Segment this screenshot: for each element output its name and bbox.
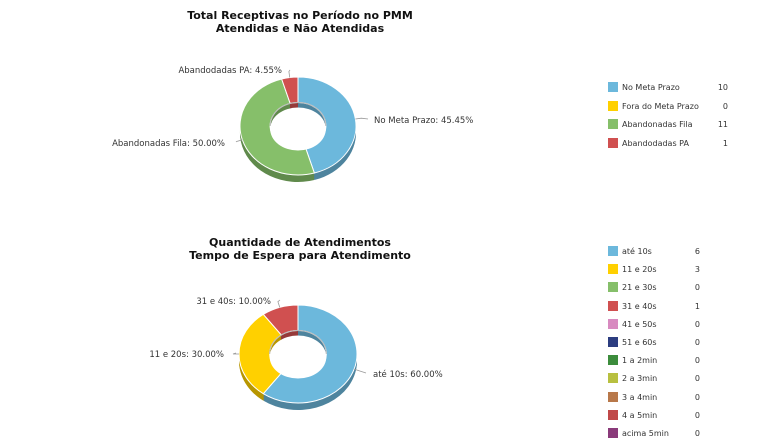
legend-swatch bbox=[608, 409, 618, 420]
legend-label: 1 a 2min bbox=[622, 356, 658, 366]
slice-label: No Meta Prazo: 45.45% bbox=[374, 116, 473, 126]
chart2-title: Quantidade de Atendimentos bbox=[209, 236, 391, 249]
chart1-title: Total Receptivas no Período no PMM bbox=[187, 9, 413, 22]
legend-item[interactable]: 1 a 2min 0 bbox=[608, 355, 728, 367]
chart1-subtitle: Atendidas e Não Atendidas bbox=[215, 22, 385, 35]
legend-value: 6 bbox=[694, 247, 700, 256]
legend-item[interactable]: 2 a 3min 0 bbox=[608, 373, 728, 385]
legend-label: 51 e 60s bbox=[622, 338, 657, 347]
legend-swatch bbox=[608, 318, 618, 329]
legend-swatch bbox=[608, 373, 618, 384]
label-leader-line bbox=[355, 117, 369, 120]
chart2-subtitle: Tempo de Espera para Atendimento bbox=[189, 249, 411, 262]
legend-value: 10 bbox=[717, 83, 728, 92]
legend-item[interactable]: 21 e 30s 0 bbox=[608, 282, 728, 294]
legend-item[interactable]: até 10s 6 bbox=[608, 246, 728, 258]
legend-label: Abandodadas PA bbox=[622, 138, 689, 148]
label-leader-line bbox=[353, 368, 367, 374]
legend-item[interactable]: 11 e 20s 3 bbox=[608, 264, 728, 276]
legend-value: 1 bbox=[722, 138, 728, 148]
legend-item[interactable]: Abandonadas Fila 11 bbox=[608, 119, 728, 131]
legend-label: acima 5min bbox=[622, 429, 669, 438]
legend-item[interactable]: Fora do Meta Prazo 0 bbox=[608, 100, 728, 113]
legend-value: 0 bbox=[694, 429, 700, 438]
legend-label: Abandonadas Fila bbox=[622, 120, 693, 129]
legend-label: Fora do Meta Prazo bbox=[622, 101, 699, 111]
legend-swatch bbox=[608, 100, 618, 111]
legend-value: 0 bbox=[722, 101, 728, 111]
donut-hole bbox=[270, 107, 326, 151]
legend-item[interactable]: No Meta Prazo 10 bbox=[608, 82, 728, 94]
legend-label: 4 a 5min bbox=[622, 410, 658, 420]
legend-item[interactable]: Abandodadas PA 1 bbox=[608, 137, 728, 150]
slice-label: Abandonadas Fila: 50.00% bbox=[112, 139, 225, 149]
slice-label: até 10s: 60.00% bbox=[373, 369, 443, 380]
legend-value: 0 bbox=[694, 319, 700, 329]
legend-swatch bbox=[608, 428, 618, 438]
label-leader-line bbox=[232, 352, 239, 355]
legend-value: 1 bbox=[694, 301, 700, 311]
legend-label: 11 e 20s bbox=[622, 265, 657, 275]
legend-value: 0 bbox=[694, 392, 700, 402]
slice-label: 31 e 40s: 10.00% bbox=[196, 297, 271, 307]
legend-label: 3 a 4min bbox=[622, 392, 658, 402]
label-leader-line bbox=[235, 139, 243, 143]
legend-swatch bbox=[608, 82, 618, 92]
legend-swatch bbox=[608, 264, 618, 275]
legend-value: 11 bbox=[717, 120, 728, 129]
legend-item[interactable]: 3 a 4min 0 bbox=[608, 391, 728, 404]
legend-swatch bbox=[608, 137, 618, 148]
label-leader-line bbox=[288, 69, 291, 78]
donut-hole-rim bbox=[269, 101, 327, 127]
legend-label: 2 a 3min bbox=[622, 374, 658, 384]
legend-swatch bbox=[608, 119, 618, 129]
legend-value: 0 bbox=[694, 356, 700, 366]
legend-label: 31 e 40s bbox=[622, 301, 657, 311]
legend-swatch bbox=[608, 300, 618, 311]
slice-label: 11 e 20s: 30.00% bbox=[149, 350, 224, 360]
legend-value: 0 bbox=[694, 283, 700, 293]
legend-item[interactable]: 41 e 50s 0 bbox=[608, 318, 728, 331]
legend-value: 3 bbox=[694, 265, 700, 275]
legend-value: 0 bbox=[694, 374, 700, 384]
chart1-title-block: Total Receptivas no Período no PMM Atend… bbox=[90, 9, 510, 35]
legend-item[interactable]: acima 5min 0 bbox=[608, 428, 728, 440]
legend-swatch bbox=[608, 337, 618, 347]
legend-value: 0 bbox=[694, 338, 700, 347]
legend-swatch bbox=[608, 282, 618, 293]
legend-item[interactable]: 31 e 40s 1 bbox=[608, 300, 728, 313]
legend-label: até 10s bbox=[622, 247, 652, 256]
legend-label: No Meta Prazo bbox=[622, 83, 680, 92]
chart2-title-block: Quantidade de Atendimentos Tempo de Espe… bbox=[90, 236, 510, 262]
donut-hole-rim bbox=[269, 330, 327, 355]
legend-item[interactable]: 4 a 5min 0 bbox=[608, 409, 728, 422]
legend-label: 21 e 30s bbox=[622, 283, 657, 293]
donut-hole bbox=[269, 335, 327, 379]
legend-label: 41 e 50s bbox=[622, 319, 657, 329]
legend-swatch bbox=[608, 246, 618, 256]
slice-label: Abandodadas PA: 4.55% bbox=[178, 66, 282, 76]
legend-value: 0 bbox=[694, 410, 700, 420]
label-leader-line bbox=[277, 299, 281, 308]
legend-swatch bbox=[608, 391, 618, 402]
legend-item[interactable]: 51 e 60s 0 bbox=[608, 337, 728, 349]
legend-swatch bbox=[608, 355, 618, 366]
